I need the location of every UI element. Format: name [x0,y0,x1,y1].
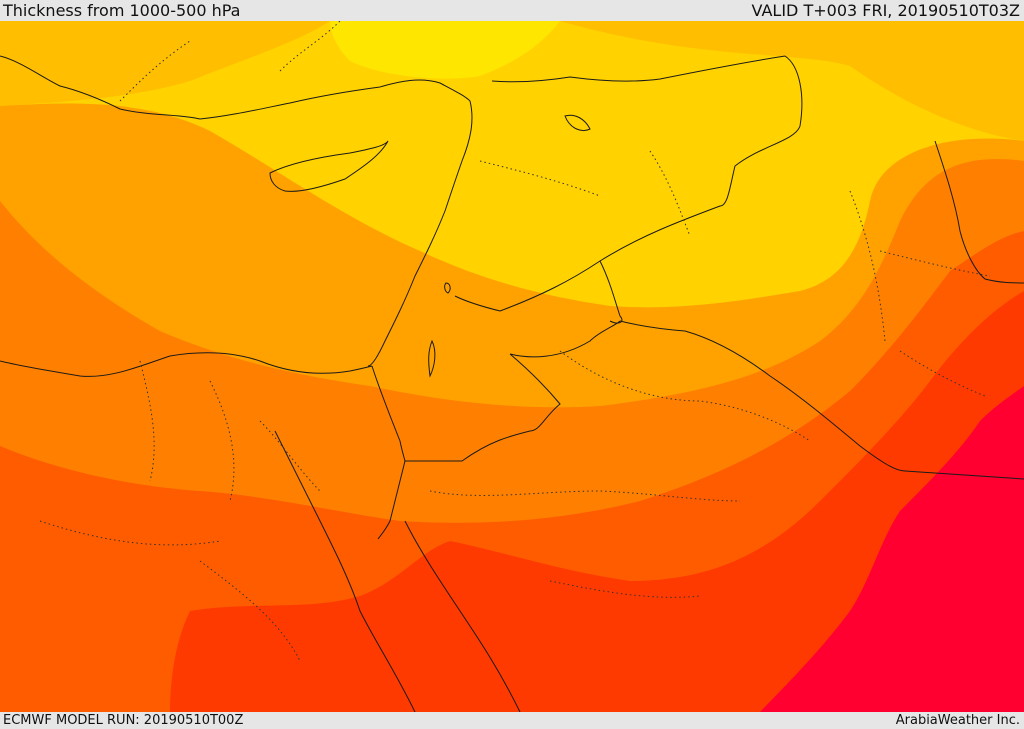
province-borders [39,21,991,662]
map-canvas [0,21,1024,712]
valid-time: VALID T+003 FRI, 20190510T03Z [751,1,1020,20]
thickness-map [0,21,1024,712]
band-amber [0,21,1024,141]
model-run-label: ECMWF MODEL RUN: 20190510T00Z [3,713,244,728]
band-red [170,291,1024,712]
map-title: Thickness from 1000-500 hPa [3,1,241,20]
lake-assad [564,114,591,131]
coastline-red-sea [274,430,521,712]
lake-tiberias [444,282,451,294]
footer-bar: ECMWF MODEL RUN: 20190510T00Z ArabiaWeat… [0,712,1024,729]
border-solid [371,55,1024,480]
cyprus-island [269,140,389,192]
coastline-levant [367,100,473,367]
coastline-egypt [0,352,373,377]
coastline-gulf [934,140,1024,284]
brand-credit: ArabiaWeather Inc. [895,713,1020,728]
coastline-turkey [0,55,471,120]
dead-sea [428,339,436,378]
band-crimson [760,386,1024,712]
band-yellow [330,21,560,79]
header-bar: Thickness from 1000-500 hPa VALID T+003 … [0,0,1024,21]
